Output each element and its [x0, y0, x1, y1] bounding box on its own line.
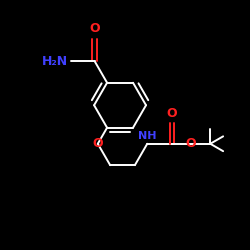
Text: O: O	[92, 137, 103, 150]
Text: H₂N: H₂N	[42, 55, 68, 68]
Text: NH: NH	[138, 131, 156, 141]
Text: O: O	[90, 22, 100, 35]
Text: O: O	[185, 137, 196, 150]
Text: O: O	[167, 107, 177, 120]
